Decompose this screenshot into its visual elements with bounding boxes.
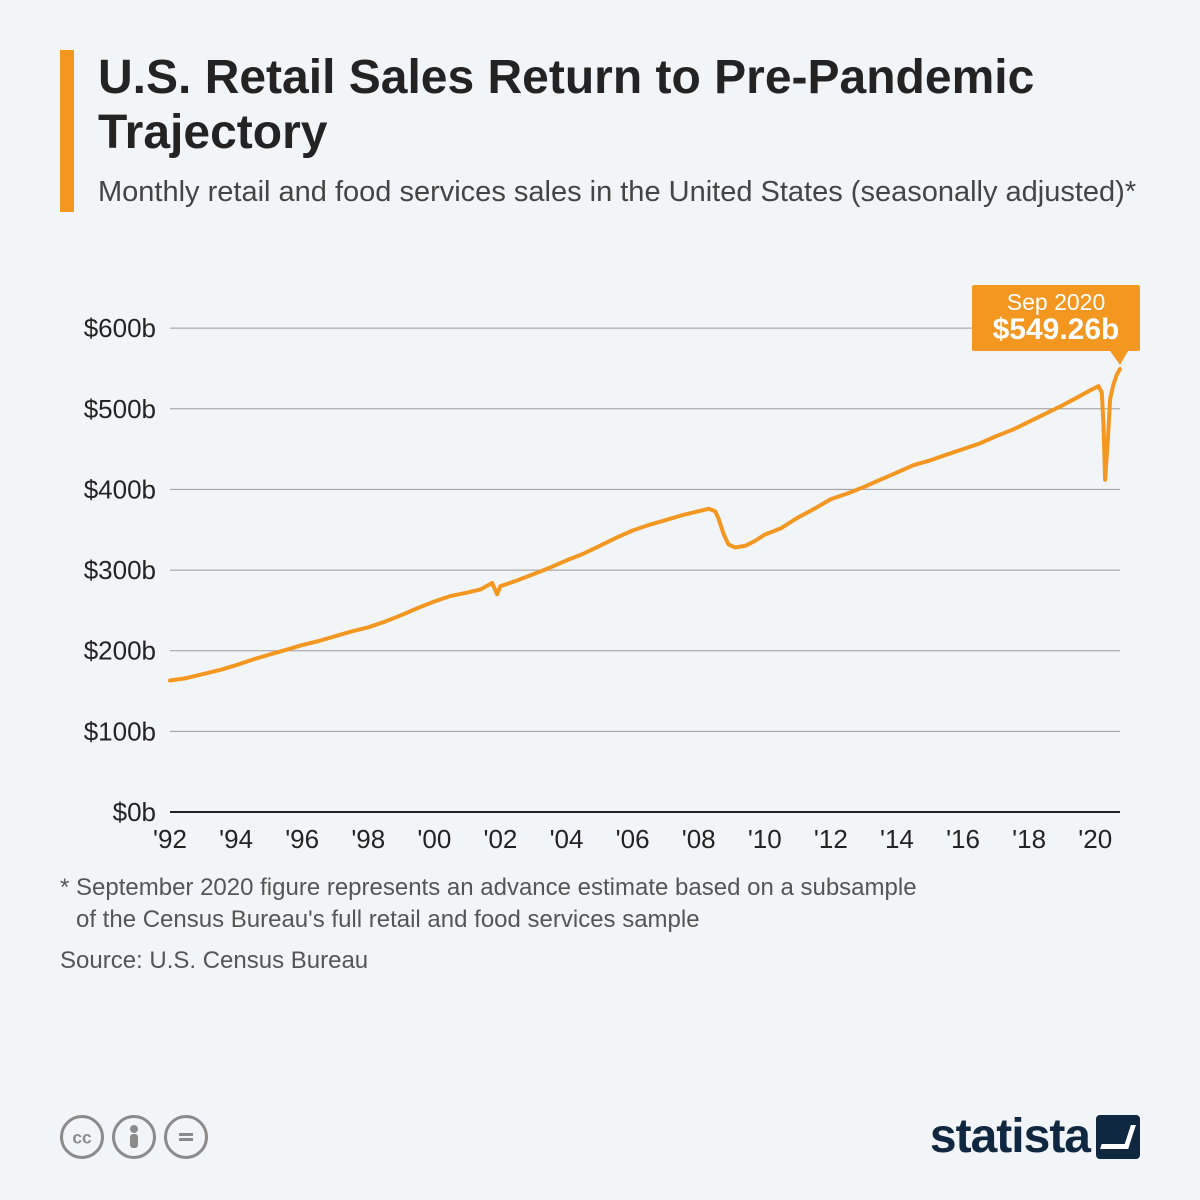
svg-text:'08: '08 <box>682 824 716 854</box>
logo-text: statista <box>930 1109 1090 1164</box>
logo-mark-icon <box>1096 1115 1140 1159</box>
svg-text:'98: '98 <box>351 824 385 854</box>
svg-text:$200b: $200b <box>84 636 156 666</box>
svg-text:'12: '12 <box>814 824 848 854</box>
svg-text:$300b: $300b <box>84 555 156 585</box>
source-label: Source: U.S. Census Bureau <box>60 947 1140 975</box>
chart-title: U.S. Retail Sales Return to Pre-Pandemic… <box>98 50 1140 160</box>
svg-text:'14: '14 <box>880 824 914 854</box>
footer: cc statista <box>60 1109 1140 1164</box>
svg-text:$600b: $600b <box>84 313 156 343</box>
line-chart: $0b $100b $200b $300b $400b $500b $600b '92 '94 '… <box>60 242 1140 862</box>
svg-text:'06: '06 <box>616 824 650 854</box>
svg-text:$549.26b: $549.26b <box>993 313 1120 346</box>
svg-text:'02: '02 <box>483 824 517 854</box>
nd-icon <box>164 1115 208 1159</box>
svg-text:'94: '94 <box>219 824 253 854</box>
svg-text:'10: '10 <box>748 824 782 854</box>
footnote-line-2: of the Census Bureau's full retail and f… <box>60 904 1140 936</box>
svg-text:'92: '92 <box>153 824 187 854</box>
footnote: * September 2020 figure represents an ad… <box>60 872 1140 937</box>
header: U.S. Retail Sales Return to Pre-Pandemic… <box>60 50 1140 212</box>
footnote-line-1: * September 2020 figure represents an ad… <box>60 874 917 901</box>
svg-text:'04: '04 <box>550 824 584 854</box>
svg-text:'16: '16 <box>946 824 980 854</box>
svg-text:$500b: $500b <box>84 394 156 424</box>
svg-text:'20: '20 <box>1078 824 1112 854</box>
license-icons: cc <box>60 1115 208 1159</box>
statista-logo: statista <box>930 1109 1140 1164</box>
accent-bar <box>60 50 74 212</box>
svg-text:cc: cc <box>72 1127 92 1147</box>
by-icon <box>112 1115 156 1159</box>
svg-text:'96: '96 <box>285 824 319 854</box>
svg-text:'00: '00 <box>417 824 451 854</box>
title-block: U.S. Retail Sales Return to Pre-Pandemic… <box>98 50 1140 212</box>
cc-icon: cc <box>60 1115 104 1159</box>
chart-subtitle: Monthly retail and food services sales i… <box>98 174 1140 212</box>
svg-text:Sep 2020: Sep 2020 <box>1007 289 1105 315</box>
svg-text:$0b: $0b <box>113 797 156 827</box>
svg-text:'18: '18 <box>1012 824 1046 854</box>
svg-text:$400b: $400b <box>84 474 156 504</box>
svg-text:$100b: $100b <box>84 716 156 746</box>
